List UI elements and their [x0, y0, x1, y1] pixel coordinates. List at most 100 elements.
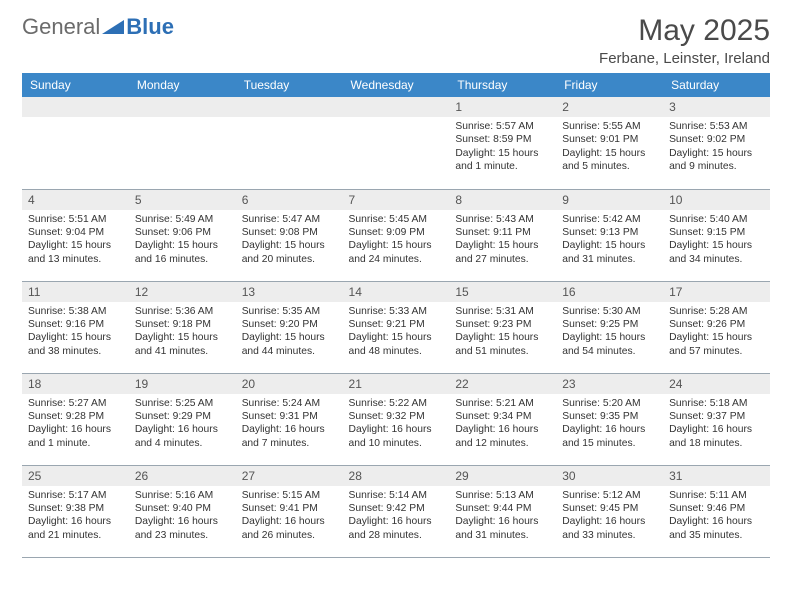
sunrise-line: Sunrise: 5:33 AM — [349, 305, 444, 318]
daylight-line: Daylight: 15 hours and 38 minutes. — [28, 331, 123, 358]
day-number — [236, 97, 343, 117]
calendar-cell: 31Sunrise: 5:11 AMSunset: 9:46 PMDayligh… — [663, 465, 770, 557]
location: Ferbane, Leinster, Ireland — [599, 50, 770, 67]
daylight-line: Daylight: 15 hours and 24 minutes. — [349, 239, 444, 266]
day-info: Sunrise: 5:31 AMSunset: 9:23 PMDaylight:… — [449, 302, 556, 363]
calendar-cell: 9Sunrise: 5:42 AMSunset: 9:13 PMDaylight… — [556, 189, 663, 281]
sunset-line: Sunset: 9:34 PM — [455, 410, 550, 423]
day-info: Sunrise: 5:13 AMSunset: 9:44 PMDaylight:… — [449, 486, 556, 547]
daylight-line: Daylight: 16 hours and 28 minutes. — [349, 515, 444, 542]
day-number: 23 — [556, 374, 663, 394]
sunset-line: Sunset: 9:18 PM — [135, 318, 230, 331]
day-number: 12 — [129, 282, 236, 302]
month-title: May 2025 — [599, 14, 770, 48]
brand-part1: General — [22, 14, 100, 40]
calendar-cell: 30Sunrise: 5:12 AMSunset: 9:45 PMDayligh… — [556, 465, 663, 557]
day-number: 29 — [449, 466, 556, 486]
day-number: 28 — [343, 466, 450, 486]
day-number: 16 — [556, 282, 663, 302]
day-info: Sunrise: 5:24 AMSunset: 9:31 PMDaylight:… — [236, 394, 343, 455]
day-info: Sunrise: 5:42 AMSunset: 9:13 PMDaylight:… — [556, 210, 663, 271]
calendar-cell: 18Sunrise: 5:27 AMSunset: 9:28 PMDayligh… — [22, 373, 129, 465]
day-info: Sunrise: 5:35 AMSunset: 9:20 PMDaylight:… — [236, 302, 343, 363]
sunset-line: Sunset: 9:02 PM — [669, 133, 764, 146]
day-info: Sunrise: 5:43 AMSunset: 9:11 PMDaylight:… — [449, 210, 556, 271]
day-info: Sunrise: 5:22 AMSunset: 9:32 PMDaylight:… — [343, 394, 450, 455]
sunset-line: Sunset: 9:40 PM — [135, 502, 230, 515]
day-info: Sunrise: 5:49 AMSunset: 9:06 PMDaylight:… — [129, 210, 236, 271]
day-info: Sunrise: 5:47 AMSunset: 9:08 PMDaylight:… — [236, 210, 343, 271]
daylight-line: Daylight: 15 hours and 1 minute. — [455, 147, 550, 174]
calendar-cell: 21Sunrise: 5:22 AMSunset: 9:32 PMDayligh… — [343, 373, 450, 465]
day-number: 17 — [663, 282, 770, 302]
sunrise-line: Sunrise: 5:16 AM — [135, 489, 230, 502]
daylight-line: Daylight: 16 hours and 10 minutes. — [349, 423, 444, 450]
day-info: Sunrise: 5:18 AMSunset: 9:37 PMDaylight:… — [663, 394, 770, 455]
day-info: Sunrise: 5:57 AMSunset: 8:59 PMDaylight:… — [449, 117, 556, 178]
day-number — [129, 97, 236, 117]
daylight-line: Daylight: 16 hours and 23 minutes. — [135, 515, 230, 542]
calendar-table: SundayMondayTuesdayWednesdayThursdayFrid… — [22, 73, 770, 558]
calendar-cell: 12Sunrise: 5:36 AMSunset: 9:18 PMDayligh… — [129, 281, 236, 373]
sunset-line: Sunset: 9:37 PM — [669, 410, 764, 423]
calendar-cell: 23Sunrise: 5:20 AMSunset: 9:35 PMDayligh… — [556, 373, 663, 465]
day-info: Sunrise: 5:17 AMSunset: 9:38 PMDaylight:… — [22, 486, 129, 547]
sunrise-line: Sunrise: 5:47 AM — [242, 213, 337, 226]
calendar-cell: 10Sunrise: 5:40 AMSunset: 9:15 PMDayligh… — [663, 189, 770, 281]
sunrise-line: Sunrise: 5:20 AM — [562, 397, 657, 410]
sunrise-line: Sunrise: 5:53 AM — [669, 120, 764, 133]
calendar-cell: 29Sunrise: 5:13 AMSunset: 9:44 PMDayligh… — [449, 465, 556, 557]
dow-header: Sunday — [22, 73, 129, 97]
dow-header: Monday — [129, 73, 236, 97]
sunrise-line: Sunrise: 5:43 AM — [455, 213, 550, 226]
sunset-line: Sunset: 9:01 PM — [562, 133, 657, 146]
brand-part2: Blue — [126, 14, 174, 40]
sunset-line: Sunset: 9:26 PM — [669, 318, 764, 331]
sunrise-line: Sunrise: 5:15 AM — [242, 489, 337, 502]
sunset-line: Sunset: 9:09 PM — [349, 226, 444, 239]
daylight-line: Daylight: 16 hours and 35 minutes. — [669, 515, 764, 542]
day-info: Sunrise: 5:36 AMSunset: 9:18 PMDaylight:… — [129, 302, 236, 363]
daylight-line: Daylight: 15 hours and 34 minutes. — [669, 239, 764, 266]
day-number: 22 — [449, 374, 556, 394]
dow-header: Friday — [556, 73, 663, 97]
daylight-line: Daylight: 15 hours and 20 minutes. — [242, 239, 337, 266]
daylight-line: Daylight: 15 hours and 31 minutes. — [562, 239, 657, 266]
sunrise-line: Sunrise: 5:36 AM — [135, 305, 230, 318]
sunset-line: Sunset: 9:38 PM — [28, 502, 123, 515]
day-number: 6 — [236, 190, 343, 210]
calendar-cell: 26Sunrise: 5:16 AMSunset: 9:40 PMDayligh… — [129, 465, 236, 557]
sunset-line: Sunset: 9:13 PM — [562, 226, 657, 239]
sunrise-line: Sunrise: 5:38 AM — [28, 305, 123, 318]
day-number: 3 — [663, 97, 770, 117]
day-number: 1 — [449, 97, 556, 117]
calendar-cell: 20Sunrise: 5:24 AMSunset: 9:31 PMDayligh… — [236, 373, 343, 465]
sunset-line: Sunset: 9:31 PM — [242, 410, 337, 423]
day-info: Sunrise: 5:28 AMSunset: 9:26 PMDaylight:… — [663, 302, 770, 363]
day-number: 9 — [556, 190, 663, 210]
sunset-line: Sunset: 9:23 PM — [455, 318, 550, 331]
sunrise-line: Sunrise: 5:14 AM — [349, 489, 444, 502]
calendar-cell: 16Sunrise: 5:30 AMSunset: 9:25 PMDayligh… — [556, 281, 663, 373]
day-number: 8 — [449, 190, 556, 210]
daylight-line: Daylight: 16 hours and 31 minutes. — [455, 515, 550, 542]
day-number: 13 — [236, 282, 343, 302]
daylight-line: Daylight: 16 hours and 15 minutes. — [562, 423, 657, 450]
sunrise-line: Sunrise: 5:30 AM — [562, 305, 657, 318]
day-info: Sunrise: 5:27 AMSunset: 9:28 PMDaylight:… — [22, 394, 129, 455]
sunrise-line: Sunrise: 5:25 AM — [135, 397, 230, 410]
sunrise-line: Sunrise: 5:49 AM — [135, 213, 230, 226]
day-number: 26 — [129, 466, 236, 486]
calendar-cell: 22Sunrise: 5:21 AMSunset: 9:34 PMDayligh… — [449, 373, 556, 465]
day-info: Sunrise: 5:16 AMSunset: 9:40 PMDaylight:… — [129, 486, 236, 547]
day-number: 2 — [556, 97, 663, 117]
calendar-cell: 5Sunrise: 5:49 AMSunset: 9:06 PMDaylight… — [129, 189, 236, 281]
sunset-line: Sunset: 9:20 PM — [242, 318, 337, 331]
daylight-line: Daylight: 15 hours and 44 minutes. — [242, 331, 337, 358]
sunset-line: Sunset: 9:04 PM — [28, 226, 123, 239]
calendar-cell: 19Sunrise: 5:25 AMSunset: 9:29 PMDayligh… — [129, 373, 236, 465]
day-info: Sunrise: 5:25 AMSunset: 9:29 PMDaylight:… — [129, 394, 236, 455]
dow-header: Wednesday — [343, 73, 450, 97]
calendar-cell — [236, 97, 343, 189]
day-info: Sunrise: 5:51 AMSunset: 9:04 PMDaylight:… — [22, 210, 129, 271]
